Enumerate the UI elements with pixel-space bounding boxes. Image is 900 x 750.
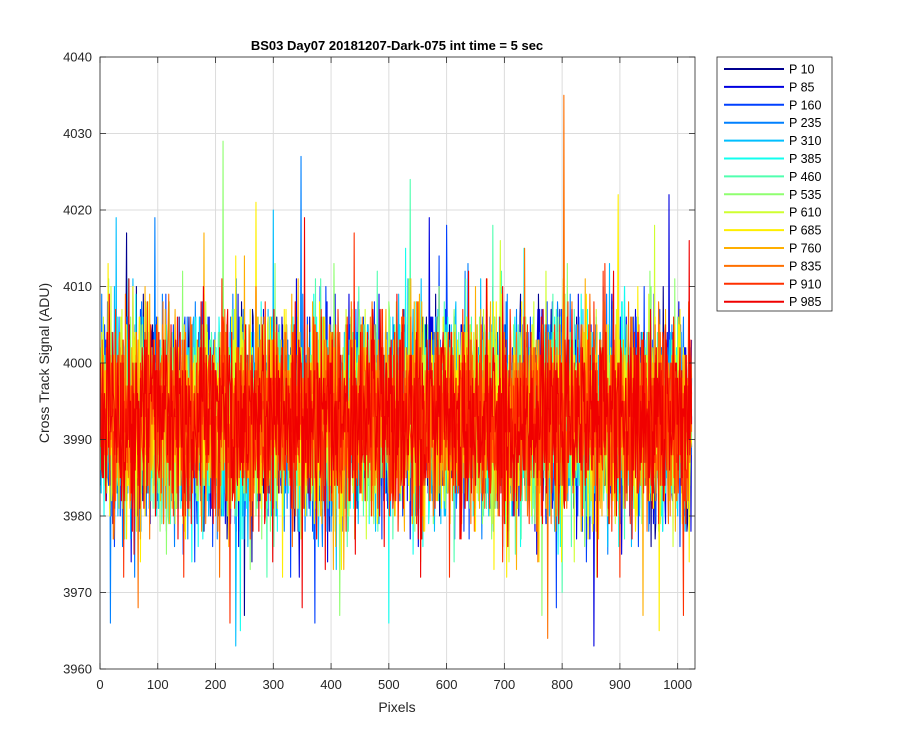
legend-label: P 535 xyxy=(789,188,821,202)
legend-label: P 460 xyxy=(789,170,821,184)
legend-label: P 685 xyxy=(789,224,821,238)
legend-label: P 85 xyxy=(789,80,815,94)
legend-label: P 385 xyxy=(789,152,821,166)
x-tick-label: 600 xyxy=(436,677,458,692)
y-tick-label: 4030 xyxy=(63,126,92,141)
legend-label: P 235 xyxy=(789,116,821,130)
y-tick-label: 4020 xyxy=(63,203,92,218)
x-tick-label: 100 xyxy=(147,677,169,692)
series-lines xyxy=(100,94,693,647)
legend-label: P 910 xyxy=(789,277,821,291)
x-tick-label: 1000 xyxy=(663,677,692,692)
legend-box xyxy=(716,56,833,312)
legend-label: P 835 xyxy=(789,259,821,273)
x-tick-label: 200 xyxy=(205,677,227,692)
y-tick-label: 4010 xyxy=(63,279,92,294)
x-tick-label: 900 xyxy=(609,677,631,692)
y-tick-label: 4040 xyxy=(63,50,92,65)
y-tick-label: 3980 xyxy=(63,509,92,524)
y-tick-label: 3990 xyxy=(63,432,92,447)
y-tick-label: 3960 xyxy=(63,662,92,677)
x-tick-label: 500 xyxy=(378,677,400,692)
legend-label: P 985 xyxy=(789,295,821,309)
y-tick-label: 4000 xyxy=(63,356,92,371)
series-line xyxy=(100,217,693,609)
axis-ticks: 0 100 200 300 400 500 600 700 800 900 1000 3960 3970… xyxy=(63,50,695,692)
x-tick-label: 300 xyxy=(262,677,284,692)
chart-title: BS03 Day07 20181207-Dark-075 int time = … xyxy=(251,38,543,53)
legend-label: P 760 xyxy=(789,242,821,256)
y-axis-label: Cross Track Signal (ADU) xyxy=(36,283,52,443)
legend-label: P 310 xyxy=(789,134,821,148)
x-tick-label: 0 xyxy=(96,677,103,692)
legend-label: P 160 xyxy=(789,98,821,112)
legend-label: P 610 xyxy=(789,206,821,220)
x-tick-label: 700 xyxy=(494,677,516,692)
x-tick-label: 400 xyxy=(320,677,342,692)
legend-label: P 10 xyxy=(789,63,815,77)
legend: P 10 P 85 P 160 P 235 P 310 P 385 P 460 P 535 P … xyxy=(716,56,833,312)
x-tick-label: 800 xyxy=(551,677,573,692)
y-tick-label: 3970 xyxy=(63,585,92,600)
x-axis-label: Pixels xyxy=(378,699,415,715)
